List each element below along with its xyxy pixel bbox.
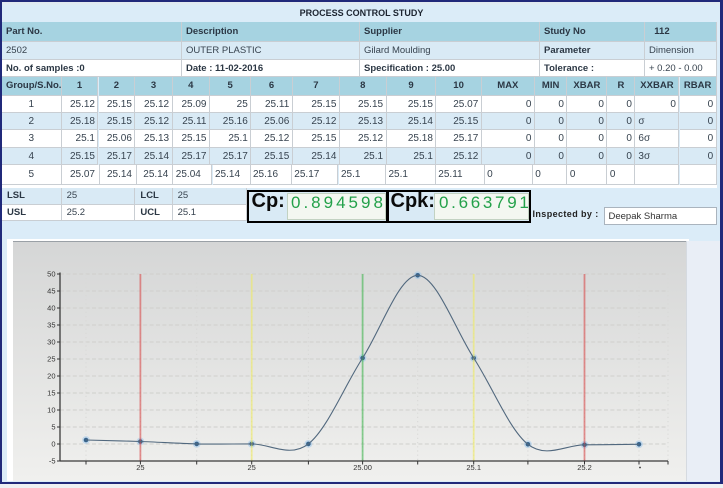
svg-text:25.1: 25.1 (466, 463, 481, 472)
svg-text:15: 15 (47, 389, 55, 398)
svg-text:25.2: 25.2 (577, 463, 592, 472)
svg-text:35: 35 (47, 321, 55, 330)
svg-text:10: 10 (47, 406, 55, 415)
svg-text:50: 50 (47, 270, 55, 279)
svg-text:25.00: 25.00 (353, 463, 372, 472)
svg-text:25: 25 (136, 463, 144, 472)
svg-text:0: 0 (51, 440, 55, 449)
svg-text:30: 30 (47, 338, 55, 347)
svg-text:20: 20 (47, 372, 55, 381)
svg-text:5: 5 (51, 423, 55, 432)
svg-text:-5: -5 (49, 457, 56, 466)
svg-text:25: 25 (47, 355, 55, 364)
svg-text:40: 40 (47, 304, 55, 313)
svg-text:45: 45 (47, 287, 55, 296)
svg-text:25: 25 (248, 463, 256, 472)
